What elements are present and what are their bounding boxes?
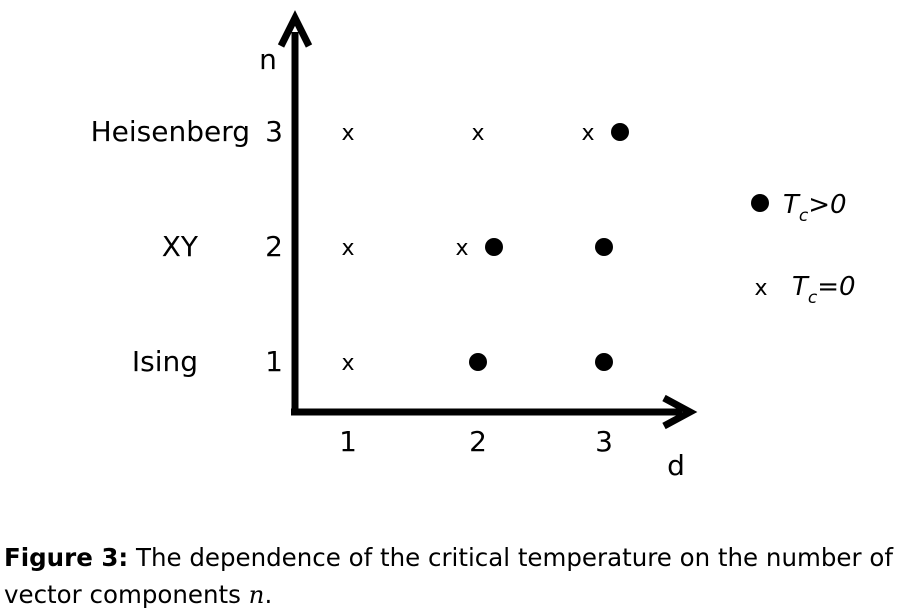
- axes: [277, 10, 698, 430]
- figure-panel: [48, 8, 883, 508]
- x-tick-1: 1: [339, 425, 357, 458]
- marker-dot-n3-d3: [611, 123, 629, 141]
- marker-cross-n2-d1: x: [341, 236, 354, 261]
- y-tick-2: 2: [265, 230, 283, 263]
- caption-end: .: [264, 580, 273, 609]
- caption-text: The dependence of the critical temperatu…: [4, 543, 893, 609]
- y-tick-labels: 3 2 1: [265, 115, 283, 378]
- figure-caption: Figure 3: The dependence of the critical…: [4, 539, 919, 613]
- marker-dot-n2-d3: [595, 238, 613, 256]
- caption-variable: n: [248, 580, 265, 609]
- legend: Tc>0 x Tc=0: [751, 190, 856, 308]
- y-tick-1: 1: [265, 345, 283, 378]
- marker-cross-n2-d2: x: [455, 236, 468, 261]
- legend-cross-label: Tc=0: [792, 272, 856, 308]
- legend-cross-symbol: x: [754, 276, 767, 301]
- model-name-heisenberg: Heisenberg: [91, 115, 250, 148]
- x-axis-arrowhead: [662, 394, 698, 430]
- marker-cross-n3-d1: x: [341, 121, 354, 146]
- model-names: Heisenberg XY Ising: [91, 115, 250, 378]
- y-axis-label: n: [259, 43, 277, 76]
- x-tick-labels: 1 2 3: [339, 425, 613, 458]
- caption-label: Figure 3:: [4, 543, 129, 572]
- marker-dot-n1-d2: [469, 353, 487, 371]
- marker-cross-n1-d1: x: [341, 351, 354, 376]
- legend-dot-symbol: [751, 194, 769, 212]
- y-axis-arrowhead: [277, 10, 313, 48]
- y-tick-3: 3: [265, 115, 283, 148]
- legend-dot-label: Tc>0: [783, 190, 847, 226]
- x-tick-3: 3: [595, 425, 613, 458]
- marker-dot-n1-d3: [595, 353, 613, 371]
- phase-diagram: n d 3 2 1 1 2 3 Heisenberg XY Ising xx xx…: [91, 10, 856, 482]
- marker-cross-n3-d3: x: [581, 121, 594, 146]
- x-tick-2: 2: [469, 425, 487, 458]
- marker-cross-n3-d2: x: [471, 121, 484, 146]
- cell-markers: x x x x x x: [341, 121, 629, 376]
- model-name-xy: XY: [162, 230, 199, 263]
- x-axis-label: d: [667, 449, 685, 482]
- model-name-ising: Ising: [132, 345, 198, 378]
- marker-dot-n2-d2: [485, 238, 503, 256]
